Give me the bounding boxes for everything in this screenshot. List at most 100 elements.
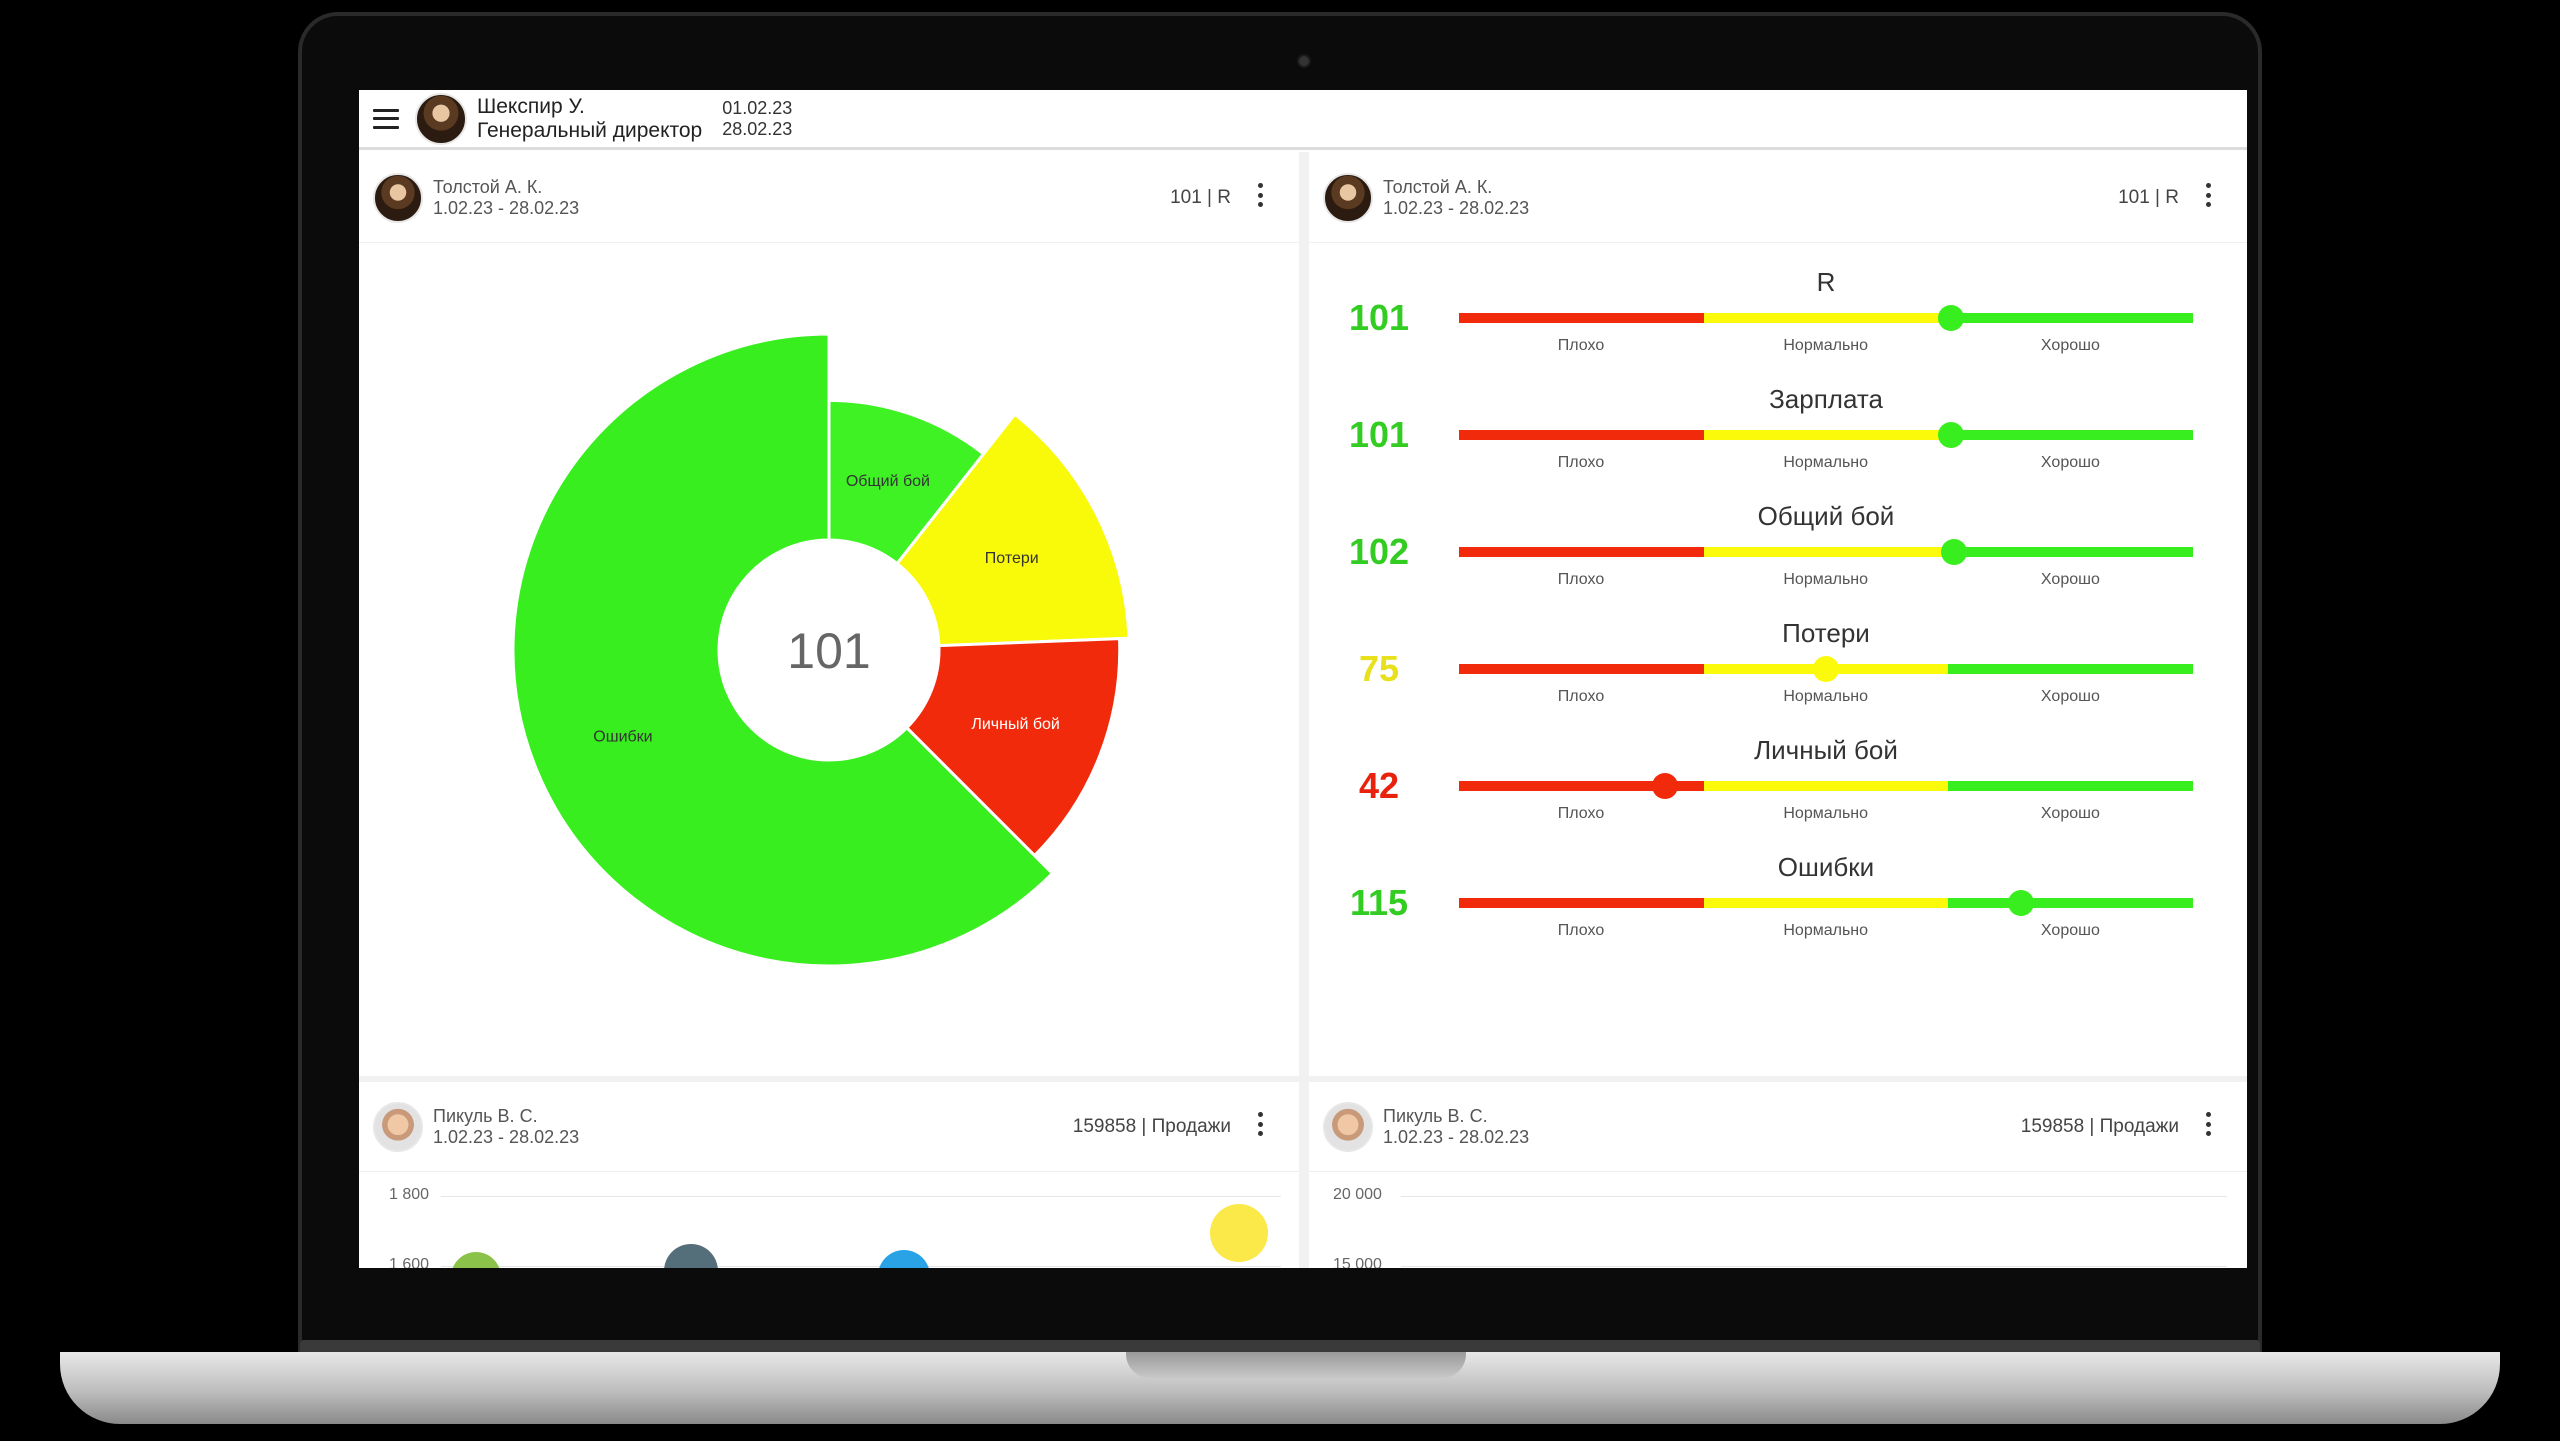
menu-icon[interactable]	[373, 108, 399, 129]
more-options-icon[interactable]	[2205, 183, 2211, 207]
card-header: Пикуль В. С. 1.02.23 - 28.02.23 159858 |…	[359, 1082, 1299, 1172]
gridline	[441, 1266, 1281, 1267]
gauge-value: 115	[1349, 882, 1409, 923]
gauge-segment	[1703, 781, 1949, 791]
bubbles-card: Пикуль В. С. 1.02.23 - 28.02.23 159858 |…	[359, 1082, 1299, 1268]
avatar	[1323, 1102, 1373, 1152]
app-screen: Шекспир У. Генеральный директор 01.02.23…	[359, 90, 2247, 1268]
bubble-point[interactable]	[1210, 1204, 1268, 1262]
gauge-row: 102 Общий бой Плохо Нормально Хорошо	[1309, 501, 2237, 618]
card-meta: 101 | R	[2118, 187, 2179, 208]
gauge-row: 115 Ошибки Плохо Нормально Хорошо	[1309, 852, 2237, 969]
user-role: Генеральный директор	[477, 118, 703, 142]
more-options-icon[interactable]	[2205, 1112, 2211, 1136]
donut-slice[interactable]	[904, 637, 1122, 858]
gauge-knob[interactable]	[1937, 305, 1964, 331]
gauge-knob[interactable]	[1941, 539, 1968, 565]
column-divider	[1299, 152, 1309, 1268]
bubble-point[interactable]	[878, 1250, 930, 1268]
user-name: Шекспир У.	[477, 94, 585, 118]
donut-slice[interactable]	[894, 412, 1131, 648]
person-name: Толстой А. К.	[433, 177, 543, 197]
bubble-point[interactable]	[451, 1252, 501, 1268]
gauge-zone-label: Плохо	[1557, 922, 1605, 939]
gauge-segment	[1948, 430, 2194, 440]
current-user: Шекспир У. Генеральный директор	[477, 95, 702, 143]
y-tick-label: 15 000	[1333, 1256, 1382, 1268]
avatar[interactable]	[415, 92, 467, 145]
gauge-track	[1459, 781, 2194, 791]
avatar	[1323, 173, 1373, 223]
laptop-notch	[1126, 1352, 1466, 1378]
camera-dot	[1297, 54, 1311, 68]
gauge-title: Личный бой	[1754, 735, 1898, 765]
gauge-segment	[1948, 781, 2194, 791]
date-from: 01.02.23	[722, 97, 793, 118]
gauge-segment	[1703, 547, 1949, 557]
more-options-icon[interactable]	[1257, 183, 1263, 207]
slice-label: Общий бой	[846, 473, 930, 490]
person-name: Толстой А. К.	[1383, 177, 1493, 197]
y-tick-label: 20 000	[1333, 1186, 1382, 1203]
card-header: Толстой А. К. 1.02.23 - 28.02.23 101 | R	[1309, 153, 2247, 243]
gauge-zone-label: Нормально	[1783, 454, 1869, 471]
gauge-zone-label: Хорошо	[2040, 571, 2100, 588]
gauge-segment	[1703, 898, 1949, 908]
gauge-zone-label: Нормально	[1783, 688, 1869, 705]
gauge-value: 102	[1348, 531, 1410, 572]
period-dates[interactable]: 01.02.23 28.02.23	[722, 98, 792, 140]
gauge-zone-label: Нормально	[1783, 922, 1869, 939]
slice-label: Потери	[985, 550, 1039, 567]
card-person: Пикуль В. С. 1.02.23 - 28.02.23	[1383, 1106, 1529, 1148]
card-person: Пикуль В. С. 1.02.23 - 28.02.23	[433, 1106, 579, 1148]
gauge-zone-label: Плохо	[1557, 805, 1605, 822]
gauge-segment	[1948, 898, 2194, 908]
gridline	[1401, 1266, 2227, 1267]
person-period: 1.02.23 - 28.02.23	[433, 1127, 580, 1147]
gauge-knob[interactable]	[1651, 773, 1678, 799]
gauge-row: 101 R Плохо Нормально Хорошо	[1309, 267, 2237, 384]
gauge-title: R	[1816, 267, 1836, 297]
gauge-segment	[1703, 430, 1949, 440]
card-header: Толстой А. К. 1.02.23 - 28.02.23 101 | R	[359, 153, 1299, 243]
gauge-zone-label: Плохо	[1557, 337, 1605, 354]
gauge-zone-label: Нормально	[1783, 805, 1869, 822]
gauge-knob[interactable]	[1937, 422, 1964, 448]
gauge-zone-label: Хорошо	[2040, 337, 2100, 354]
gauge-knob[interactable]	[1813, 656, 1839, 682]
gauge-zone-label: Плохо	[1557, 454, 1605, 471]
more-options-icon[interactable]	[1257, 1112, 1263, 1136]
donut-slice[interactable]	[511, 332, 1055, 968]
gauge-zone-label: Нормально	[1783, 337, 1869, 354]
gauge-title: Зарплата	[1769, 384, 1883, 414]
card-meta: 159858 | Продажи	[2020, 1116, 2179, 1137]
gauge-title: Ошибки	[1777, 852, 1875, 882]
y-tick-label: 1 800	[389, 1186, 430, 1203]
bubble-point[interactable]	[664, 1244, 718, 1268]
donut-center-value: 101	[787, 623, 870, 679]
gauge-zone-label: Хорошо	[2040, 454, 2100, 471]
gauge-knob[interactable]	[2007, 890, 2034, 916]
sales-card: Пикуль В. С. 1.02.23 - 28.02.23 159858 |…	[1309, 1082, 2247, 1268]
gauge-zone-label: Нормально	[1783, 571, 1869, 588]
gauge-row: 75 Потери Плохо Нормально Хорошо	[1309, 618, 2237, 735]
gauge-segment	[1459, 430, 1704, 440]
gauge-zone-label: Хорошо	[2040, 922, 2100, 939]
gauge-title: Общий бой	[1757, 501, 1895, 531]
row-divider	[359, 1076, 2247, 1082]
card-person: Толстой А. К. 1.02.23 - 28.02.23	[1383, 177, 1529, 219]
gauge-track	[1459, 313, 2194, 323]
gauge-title: Потери	[1782, 618, 1870, 648]
gauge-segment	[1948, 313, 2194, 323]
gridline	[441, 1196, 1281, 1197]
person-period: 1.02.23 - 28.02.23	[433, 198, 580, 218]
gauge-row: 101 Зарплата Плохо Нормально Хорошо	[1309, 384, 2237, 501]
card-meta: 101 | R	[1170, 187, 1231, 208]
avatar	[373, 173, 423, 223]
card-header: Пикуль В. С. 1.02.23 - 28.02.23 159858 |…	[1309, 1082, 2247, 1172]
gauges-list: 101 R Плохо Нормально Хорошо 101 Зарплата Плохо…	[1309, 267, 2247, 987]
donut-chart: Общий бой Потери Личный бой Ошибки 101	[511, 332, 1131, 968]
gauge-value: 101	[1348, 414, 1410, 455]
top-bar: Шекспир У. Генеральный директор 01.02.23…	[359, 90, 2247, 150]
